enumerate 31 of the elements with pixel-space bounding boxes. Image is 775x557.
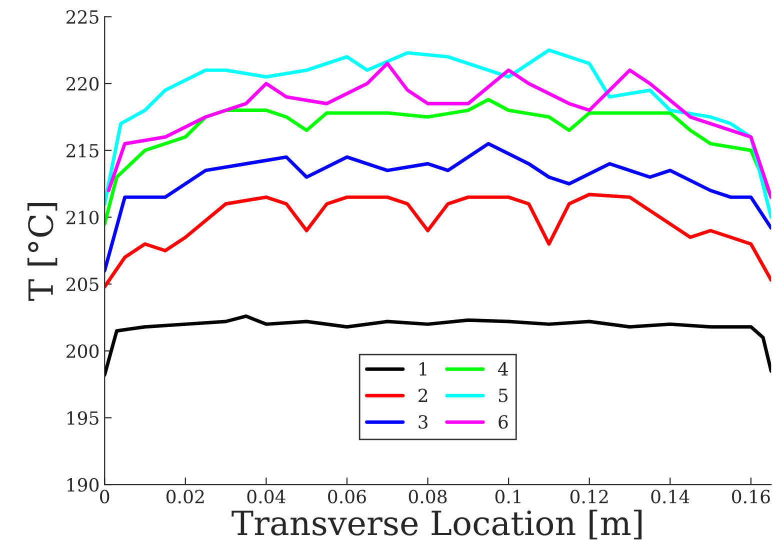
y-tick-label: 215 bbox=[66, 144, 98, 158]
line-series bbox=[106, 62, 772, 199]
x-tick-label: 0.1 bbox=[495, 490, 520, 504]
x-tick-label: 0.06 bbox=[328, 490, 366, 504]
legend-label: 1 bbox=[420, 362, 426, 376]
line-series bbox=[104, 192, 772, 288]
legend-label: 6 bbox=[498, 415, 508, 429]
y-tick-label: 225 bbox=[66, 10, 98, 24]
y-tick-label: 195 bbox=[68, 411, 98, 425]
line-series bbox=[104, 48, 772, 219]
legend-label: 2 bbox=[418, 388, 428, 402]
y-tick-label: 210 bbox=[66, 210, 99, 224]
x-tick-label: 0.12 bbox=[570, 490, 608, 504]
y-tick-label: 190 bbox=[68, 478, 99, 492]
x-tick-label: 0.16 bbox=[732, 490, 770, 504]
y-tick-label: 205 bbox=[66, 278, 98, 292]
x-tick-label: 0 bbox=[100, 490, 110, 504]
x-tick-label: 0.02 bbox=[166, 490, 204, 504]
y-tick-label: 200 bbox=[66, 344, 99, 358]
line-series bbox=[104, 142, 772, 272]
x-tick-label: 0.14 bbox=[651, 490, 690, 504]
x-axis-title: Transverse Location [m] bbox=[232, 510, 642, 540]
legend-label: 5 bbox=[498, 388, 508, 402]
y-axis-title: T [°C] bbox=[27, 203, 58, 301]
x-tick-label: 0.04 bbox=[247, 490, 286, 504]
line-series bbox=[104, 98, 772, 226]
line-series bbox=[104, 314, 772, 377]
legend-label: 3 bbox=[418, 415, 428, 429]
legend-label: 4 bbox=[498, 362, 508, 376]
x-tick-label: 0.08 bbox=[408, 490, 447, 504]
y-tick-label: 220 bbox=[66, 77, 99, 91]
